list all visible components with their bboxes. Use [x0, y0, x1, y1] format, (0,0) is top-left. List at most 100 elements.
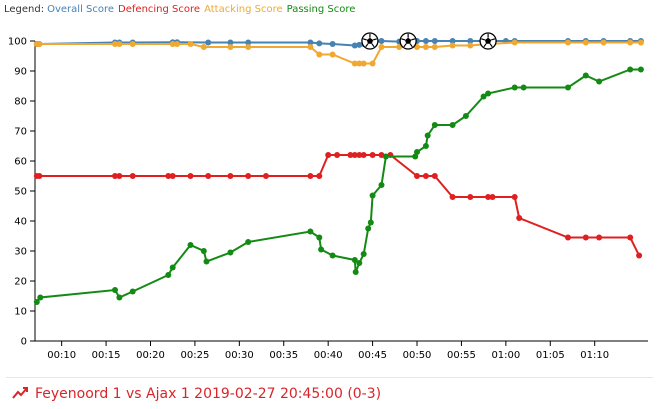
data-point[interactable] — [200, 248, 207, 254]
data-point[interactable] — [516, 215, 523, 221]
data-point[interactable] — [356, 152, 363, 158]
data-point[interactable] — [37, 294, 44, 301]
data-point[interactable] — [412, 153, 419, 160]
data-point[interactable] — [356, 60, 363, 67]
data-point[interactable] — [449, 42, 456, 49]
data-point[interactable] — [424, 132, 431, 139]
data-point[interactable] — [367, 219, 374, 226]
data-point[interactable] — [596, 78, 603, 85]
data-point[interactable] — [520, 84, 527, 91]
data-point[interactable] — [378, 182, 385, 188]
data-point[interactable] — [112, 287, 118, 293]
data-point[interactable] — [129, 173, 136, 179]
data-point[interactable] — [351, 60, 358, 67]
data-point[interactable] — [582, 39, 589, 46]
data-point[interactable] — [485, 194, 492, 200]
data-point[interactable] — [351, 152, 358, 158]
data-point[interactable] — [637, 66, 644, 73]
data-point[interactable] — [449, 194, 456, 200]
data-point[interactable] — [565, 234, 571, 241]
data-point[interactable] — [351, 257, 358, 263]
data-point[interactable] — [334, 152, 341, 158]
data-point[interactable] — [422, 143, 429, 149]
data-point[interactable] — [431, 173, 438, 179]
legend-item-attacking[interactable]: Attacking Score — [204, 4, 283, 15]
data-point[interactable] — [347, 152, 354, 158]
data-point[interactable] — [316, 40, 323, 47]
data-point[interactable] — [600, 39, 607, 46]
data-point[interactable] — [378, 38, 385, 44]
data-point[interactable] — [365, 225, 372, 232]
data-point[interactable] — [329, 252, 336, 259]
data-point[interactable] — [636, 252, 643, 259]
data-point[interactable] — [329, 41, 336, 47]
data-point[interactable] — [627, 234, 634, 241]
data-point[interactable] — [431, 122, 438, 128]
data-point[interactable] — [116, 41, 123, 47]
legend-item-overall[interactable]: Overall Score — [47, 4, 115, 15]
data-point[interactable] — [356, 260, 363, 266]
data-point[interactable] — [565, 84, 571, 91]
match-title[interactable]: Feyenoord 1 vs Ajax 1 2019-02-27 20:45:0… — [12, 386, 381, 402]
data-point[interactable] — [467, 42, 474, 49]
data-point[interactable] — [36, 173, 43, 179]
data-point[interactable] — [511, 84, 518, 91]
data-point[interactable] — [369, 60, 376, 67]
data-point[interactable] — [129, 288, 136, 295]
data-point[interactable] — [467, 194, 474, 200]
data-point[interactable] — [369, 152, 376, 158]
legend-item-defencing[interactable]: Defencing Score — [118, 4, 201, 15]
data-point[interactable] — [352, 269, 359, 275]
data-point[interactable] — [205, 173, 212, 179]
data-point[interactable] — [245, 173, 252, 179]
soccer-ball-icon[interactable] — [361, 32, 379, 50]
data-point[interactable] — [165, 272, 172, 278]
data-point[interactable] — [422, 44, 429, 50]
data-point[interactable] — [307, 44, 314, 50]
data-point[interactable] — [582, 72, 589, 79]
data-point[interactable] — [511, 39, 518, 46]
data-point[interactable] — [36, 41, 43, 47]
data-point[interactable] — [329, 51, 336, 58]
data-point[interactable] — [227, 173, 234, 179]
data-point[interactable] — [187, 173, 194, 179]
data-point[interactable] — [316, 173, 323, 179]
data-point[interactable] — [169, 264, 176, 271]
data-point[interactable] — [245, 44, 252, 50]
data-point[interactable] — [378, 44, 385, 50]
data-point[interactable] — [203, 258, 210, 265]
data-point[interactable] — [489, 194, 496, 200]
data-point[interactable] — [316, 234, 323, 241]
data-point[interactable] — [396, 44, 403, 50]
data-point[interactable] — [511, 194, 518, 200]
data-point[interactable] — [360, 251, 367, 257]
data-point[interactable] — [112, 41, 118, 47]
data-point[interactable] — [485, 90, 492, 97]
data-point[interactable] — [169, 173, 176, 179]
data-point[interactable] — [325, 152, 332, 158]
data-point[interactable] — [245, 239, 252, 245]
legend-item-passing[interactable]: Passing Score — [286, 4, 356, 15]
data-point[interactable] — [431, 38, 438, 44]
data-point[interactable] — [351, 42, 358, 49]
data-point[interactable] — [431, 44, 438, 50]
data-point[interactable] — [414, 149, 420, 155]
data-point[interactable] — [205, 39, 212, 46]
data-point[interactable] — [112, 173, 118, 179]
soccer-ball-icon[interactable] — [479, 32, 497, 50]
data-point[interactable] — [467, 38, 474, 44]
data-point[interactable] — [596, 234, 603, 241]
data-point[interactable] — [200, 44, 207, 50]
data-point[interactable] — [307, 173, 314, 179]
data-point[interactable] — [360, 60, 367, 67]
data-point[interactable] — [637, 39, 644, 46]
data-point[interactable] — [316, 51, 323, 58]
data-point[interactable] — [263, 173, 269, 179]
data-point[interactable] — [462, 113, 469, 119]
data-point[interactable] — [174, 41, 181, 47]
data-point[interactable] — [582, 234, 589, 241]
data-point[interactable] — [129, 41, 136, 47]
data-point[interactable] — [627, 39, 634, 46]
data-point[interactable] — [369, 192, 376, 199]
data-point[interactable] — [187, 242, 194, 248]
